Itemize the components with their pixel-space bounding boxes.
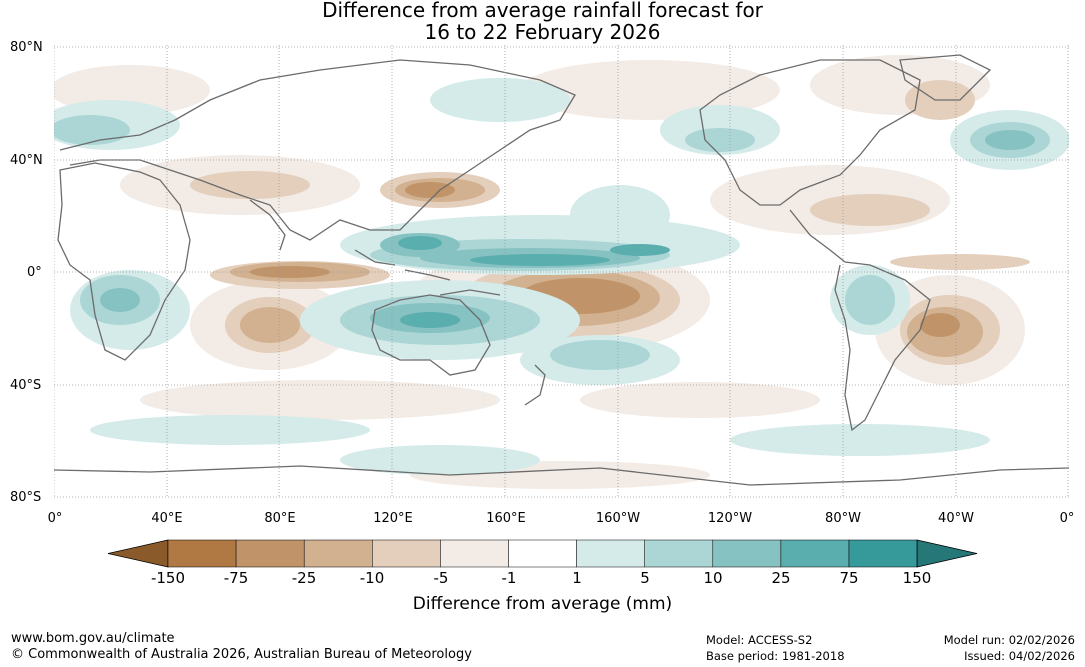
- colorbar-arrow-left: [107, 539, 169, 568]
- colorbar-tick: -75: [223, 569, 249, 587]
- colorbar-tick: 10: [703, 569, 723, 587]
- anomaly-field: [54, 45, 1069, 498]
- lat-label-equator: 0°: [27, 265, 42, 280]
- colorbar-tick: 5: [640, 569, 650, 587]
- footer-base-period: Base period: 1981-2018: [706, 649, 845, 663]
- colorbar-tick: -5: [433, 569, 449, 587]
- colorbar-segment: [167, 539, 237, 568]
- lon-label-120e: 120°E: [373, 511, 413, 526]
- map-title-line-1: Difference from average rainfall forecas…: [322, 0, 763, 22]
- lon-label-0-right: 0°: [1059, 511, 1075, 526]
- lat-label-40s: 40°S: [10, 378, 42, 393]
- lon-label-120w: 120°W: [707, 511, 753, 526]
- colorbar-tick: -25: [291, 569, 317, 587]
- graticule: [54, 45, 1069, 498]
- colorbar-segment: [303, 539, 373, 568]
- footer-model-run: Model run: 02/02/2026: [943, 633, 1075, 647]
- lat-label-80s: 80°S: [10, 490, 42, 505]
- colorbar-tick: 150: [902, 569, 932, 587]
- footer-copyright: © Commonwealth of Australia 2026, Austra…: [11, 647, 472, 662]
- footer-website: www.bom.gov.au/climate: [11, 631, 175, 646]
- lat-label-40n: 40°N: [10, 153, 43, 168]
- colorbar-label: Difference from average (mm): [412, 594, 673, 614]
- colorbar-arrow-right: [916, 539, 978, 568]
- colorbar-segment: [780, 539, 850, 568]
- colorbar-tick: 25: [771, 569, 791, 587]
- wet-very-strong-regions: [398, 236, 670, 328]
- lon-label-80w: 80°W: [825, 511, 861, 526]
- lat-label-80n: 80°N: [10, 40, 43, 55]
- colorbar-segment: [372, 539, 441, 568]
- lon-label-40w: 40°W: [938, 511, 974, 526]
- colorbar-tick: -10: [359, 569, 385, 587]
- colorbar: [107, 539, 978, 568]
- colorbar-segment: [576, 539, 645, 568]
- colorbar-tick: 75: [839, 569, 859, 587]
- lon-label-80e: 80°E: [264, 511, 296, 526]
- colorbar-tick: -150: [150, 569, 186, 587]
- colorbar-tick: -1: [501, 569, 517, 587]
- colorbar-segment: [440, 539, 509, 568]
- lon-label-40e: 40°E: [151, 511, 183, 526]
- lon-label-160e: 160°E: [486, 511, 526, 526]
- coastlines: [54, 54, 1069, 486]
- map-title-line-2: 16 to 22 February 2026: [424, 20, 661, 44]
- colorbar-segment: [508, 539, 577, 568]
- colorbar-segment: [848, 539, 918, 568]
- lon-label-0: 0°: [47, 511, 63, 526]
- lon-label-160w: 160°W: [595, 511, 641, 526]
- footer-model: Model: ACCESS-S2: [706, 633, 813, 647]
- colorbar-tick: 1: [572, 569, 582, 587]
- colorbar-segment: [644, 539, 714, 568]
- footer-issued: Issued: 04/02/2026: [964, 649, 1075, 663]
- colorbar-segment: [712, 539, 782, 568]
- colorbar-segment: [235, 539, 305, 568]
